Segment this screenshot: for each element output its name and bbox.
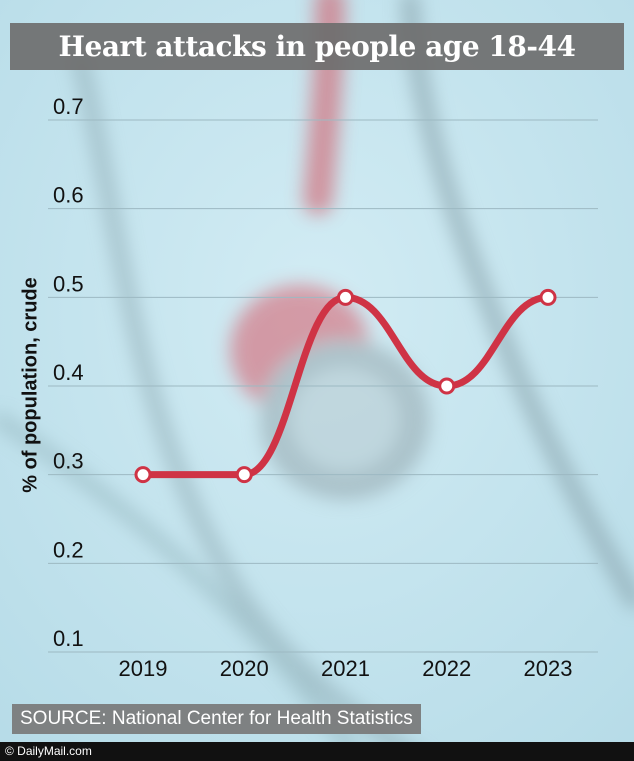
brand-footer: © DailyMail.com: [0, 742, 634, 761]
y-axis-label: % of population, crude: [19, 277, 42, 493]
brand-credit: © DailyMail.com: [5, 744, 92, 758]
x-tick-label: 2019: [119, 656, 168, 681]
x-tick-label: 2020: [220, 656, 269, 681]
gridlines: [48, 119, 598, 653]
source-note: SOURCE: National Center for Health Stati…: [12, 704, 421, 734]
y-tick-label: 0.4: [53, 360, 84, 385]
x-axis-ticks: 2019 2020 2021 2022 2023: [119, 656, 573, 681]
data-point: [134, 466, 152, 484]
series-points: [134, 288, 557, 484]
data-point: [539, 288, 557, 306]
y-tick-label: 0.6: [53, 183, 84, 208]
x-tick-label: 2023: [524, 656, 573, 681]
x-tick-label: 2021: [321, 656, 370, 681]
data-point: [337, 288, 354, 306]
y-tick-label: 0.1: [53, 626, 84, 651]
title-bar: Heart attacks in people age 18-44: [10, 23, 624, 70]
chart-title: Heart attacks in people age 18-44: [58, 30, 576, 63]
data-point: [235, 466, 253, 484]
y-tick-label: 0.7: [53, 94, 84, 119]
y-tick-label: 0.2: [53, 537, 84, 562]
y-axis-ticks: 0.1 0.2 0.3 0.4 0.5 0.6 0.7: [53, 94, 84, 651]
x-tick-label: 2022: [422, 656, 471, 681]
line-chart: 0.10.20.30.40.50.60.7 2019 2020 2021 2022 20…: [48, 94, 598, 681]
data-point: [438, 377, 456, 395]
y-tick-label: 0.3: [53, 449, 84, 474]
y-tick-label: 0.5: [53, 271, 84, 296]
